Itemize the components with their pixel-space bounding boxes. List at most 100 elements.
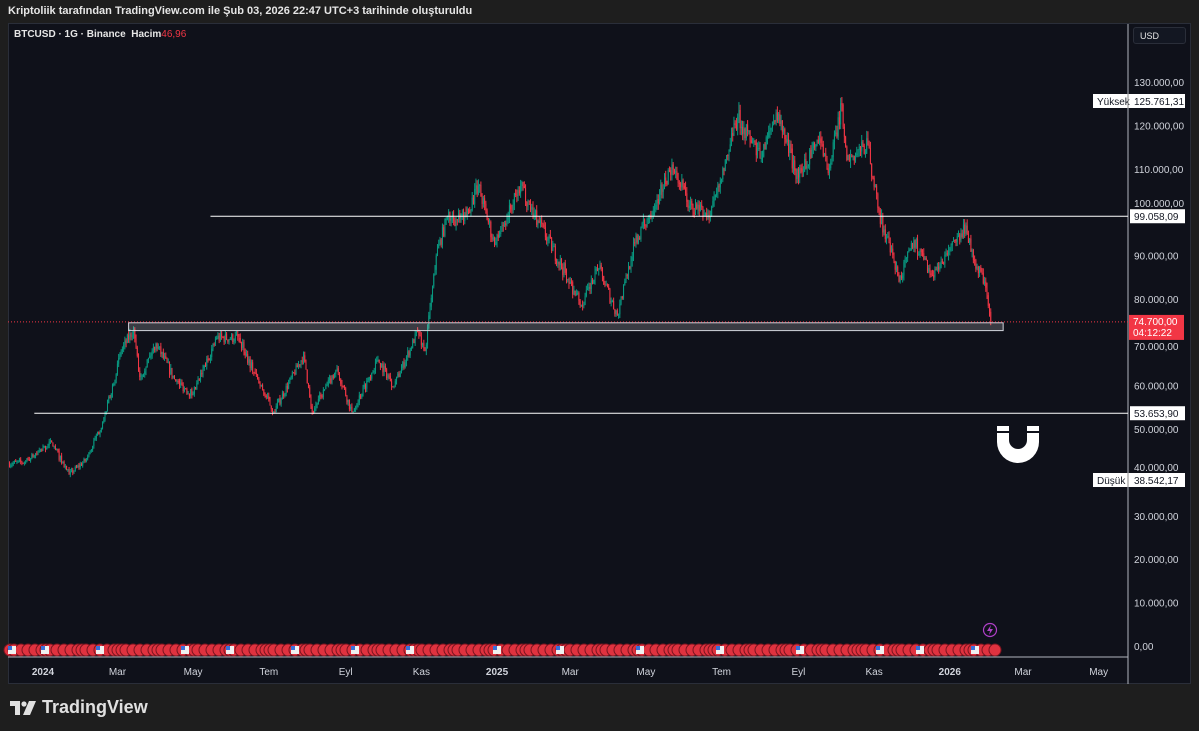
candle-body (639, 237, 641, 239)
candle-body (259, 383, 261, 386)
candle-body (676, 171, 678, 179)
candle-body (74, 466, 76, 471)
candle-body (444, 218, 446, 236)
candle-body (799, 168, 801, 178)
candle-body (35, 453, 37, 456)
candle-body (788, 139, 790, 153)
candle-body (479, 184, 481, 187)
candle-body (268, 396, 270, 400)
candle-body (443, 227, 445, 236)
candle-body (291, 372, 293, 378)
candle-body (796, 168, 798, 179)
candle-body (248, 359, 250, 363)
candle-body (604, 284, 606, 286)
candle-body (859, 146, 861, 152)
candle-body (144, 371, 146, 375)
support-zone-rectangle (128, 322, 1004, 332)
candle-body (480, 184, 482, 197)
candle-body (778, 114, 780, 121)
candle-body (146, 359, 148, 368)
candle-body (475, 185, 477, 189)
candle-body (966, 225, 968, 234)
chart-panel[interactable] (8, 23, 1191, 684)
candle-body (836, 132, 838, 137)
candle-body (415, 331, 417, 334)
economic-event-icon[interactable] (988, 643, 1002, 657)
candle-body (935, 269, 937, 271)
candle-body (236, 334, 238, 336)
symbol-legend[interactable]: BTCUSD · 1G · Binance Hacim46,96 (14, 29, 186, 40)
candle-body (672, 164, 674, 170)
candle-body (507, 217, 509, 220)
candle-body (573, 290, 575, 295)
candle-body (629, 266, 631, 269)
candle-body (288, 382, 290, 389)
candle-body (750, 140, 752, 143)
candle-body (347, 399, 349, 403)
candle-body (293, 372, 295, 374)
candle-body (341, 383, 343, 386)
candle-body (707, 215, 709, 217)
candle-body (224, 333, 226, 343)
candle-body (433, 274, 435, 287)
candle-body (831, 157, 833, 163)
candle-body (254, 372, 256, 374)
candle-body (949, 248, 951, 251)
candle-body (711, 206, 713, 217)
candle-body (975, 260, 977, 269)
candle-body (30, 458, 32, 461)
candle-body (640, 227, 642, 239)
candle-body (185, 388, 187, 390)
candle-body (486, 210, 488, 221)
candle-body (206, 358, 208, 367)
candle-body (489, 221, 491, 223)
candle-body (73, 470, 75, 473)
candle-body (768, 130, 770, 138)
candle-body (247, 353, 249, 363)
candle-body (696, 204, 698, 209)
lightning-event-icon[interactable] (982, 622, 998, 638)
candle-body (353, 408, 355, 412)
chart-caption: Kriptoliik tarafından TradingView.com il… (8, 5, 473, 17)
candle-body (740, 126, 742, 129)
candle-body (646, 218, 648, 227)
candle-body (482, 198, 484, 204)
symbol-label[interactable]: BTCUSD · 1G · Binance (14, 29, 126, 40)
candle-body (783, 128, 785, 132)
candle-body (575, 293, 577, 296)
candle-body (275, 406, 277, 413)
currency-button[interactable]: USD (1133, 27, 1186, 44)
candle-body (238, 336, 240, 338)
candle-body (424, 348, 426, 351)
candle-body (13, 460, 15, 463)
y-tick-label: 110.000,00 (1134, 165, 1184, 176)
candle-body (286, 386, 288, 389)
candle-body (670, 170, 672, 175)
candle-body (642, 219, 644, 224)
candle-body (355, 407, 357, 409)
candle-body (82, 462, 84, 466)
candle-body (897, 266, 899, 276)
candle-body (226, 333, 228, 340)
candle-body (950, 245, 952, 249)
candle-body (257, 374, 259, 379)
candle-body (262, 384, 264, 390)
candle-body (827, 168, 829, 174)
candle-body (687, 201, 689, 209)
tradingview-logo[interactable]: TradingView (10, 697, 148, 718)
candle-body (909, 249, 911, 251)
candle-body (722, 168, 724, 180)
candle-body (739, 109, 741, 129)
candle-body (848, 155, 850, 161)
candle-body (405, 356, 407, 363)
candle-body (401, 367, 403, 374)
candle-body (914, 240, 916, 248)
candle-body (589, 286, 591, 290)
candle-body (110, 393, 112, 398)
candle-body (381, 363, 383, 368)
candle-body (709, 216, 711, 218)
candle-body (945, 253, 947, 255)
candle-body (69, 471, 71, 475)
candle-body (628, 266, 630, 276)
